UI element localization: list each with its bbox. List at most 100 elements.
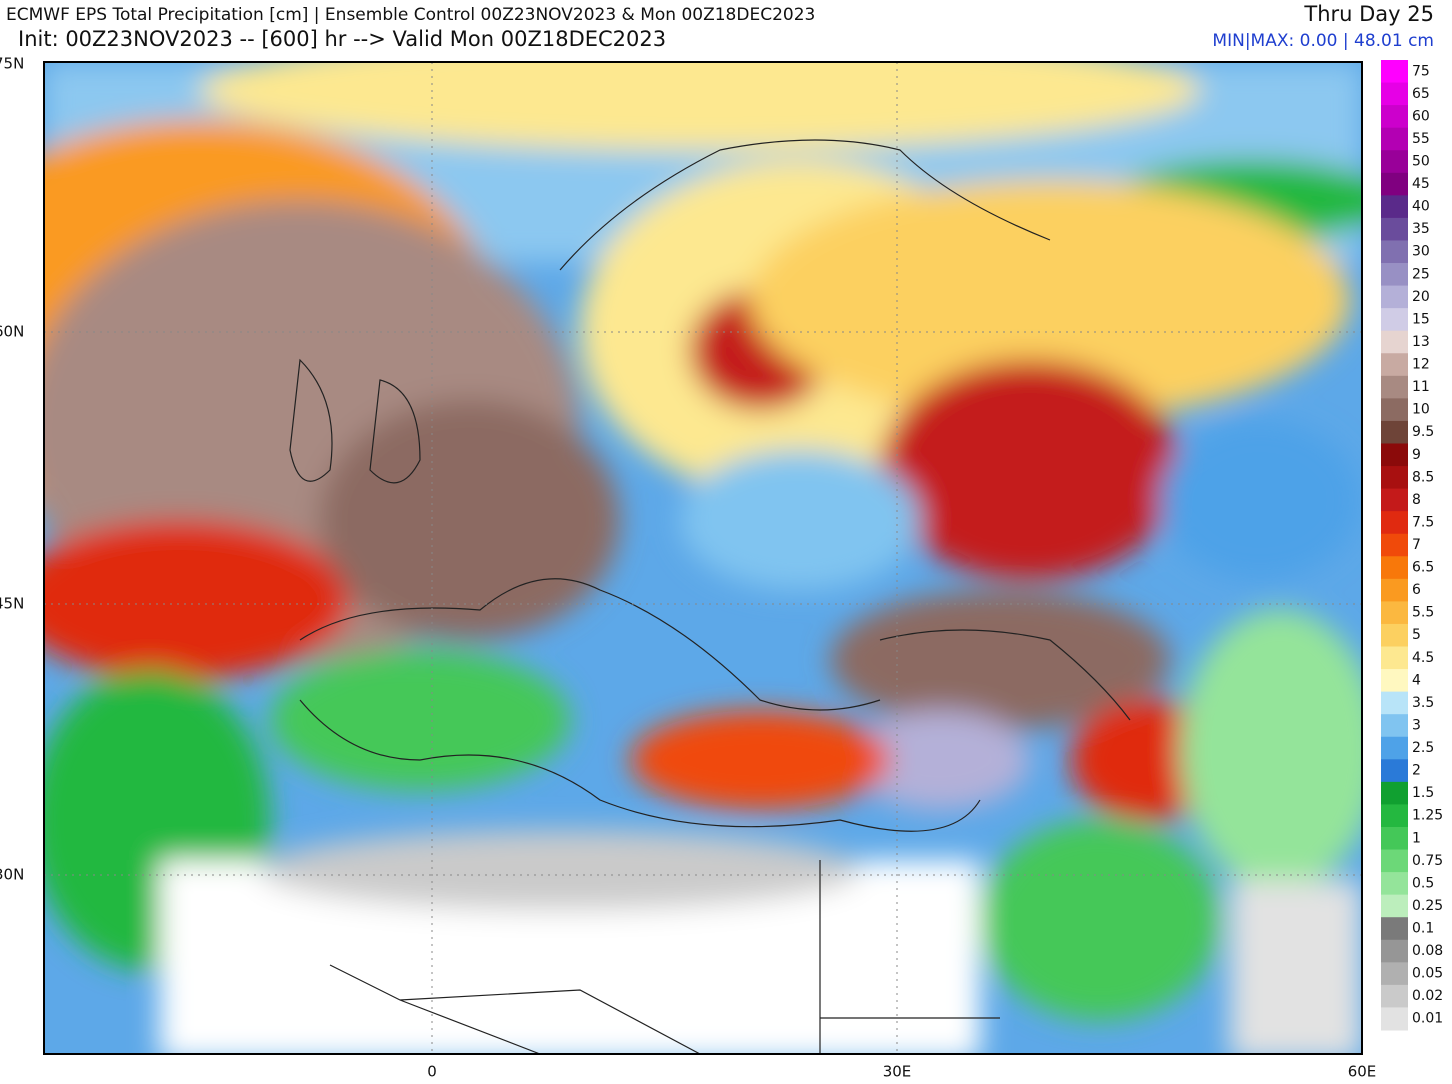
colorbar-swatch: [1381, 285, 1408, 309]
colorbar-swatch: [1381, 578, 1408, 602]
colorbar-label: 2.5: [1412, 740, 1434, 756]
colorbar-label: 3.5: [1412, 695, 1434, 711]
colorbar-swatch: [1381, 172, 1408, 196]
colorbar-label: 55: [1412, 131, 1430, 147]
precip-field: [44, 62, 1362, 1054]
colorbar-swatch: [1381, 398, 1408, 422]
colorbar-label: 13: [1412, 334, 1430, 350]
colorbar-swatch: [1381, 263, 1408, 287]
colorbar-label: 50: [1412, 154, 1430, 170]
colorbar-label: 0.25: [1412, 898, 1443, 914]
colorbar-swatch: [1381, 330, 1408, 354]
colorbar-swatch: [1381, 623, 1408, 648]
colorbar-label: 3: [1412, 717, 1421, 733]
colorbar-label: 45: [1412, 176, 1430, 192]
colorbar-label: 9.5: [1412, 424, 1434, 440]
colorbar-swatch: [1381, 150, 1408, 174]
colorbar-swatch: [1381, 556, 1408, 580]
colorbar-swatch: [1381, 804, 1408, 828]
colorbar-swatch: [1381, 60, 1408, 84]
colorbar-label: 0.05: [1412, 966, 1443, 982]
colorbar-swatch: [1381, 962, 1408, 986]
colorbar-swatch: [1381, 714, 1408, 738]
colorbar-swatch: [1381, 646, 1408, 670]
colorbar-swatch: [1381, 917, 1408, 941]
right-title: Thru Day 25: [1303, 2, 1434, 26]
colorbar-label: 0.02: [1412, 988, 1443, 1004]
colorbar-swatch: [1381, 691, 1408, 715]
lon-label: 30E: [883, 1063, 912, 1081]
colorbar-swatch: [1381, 533, 1408, 557]
colorbar-swatch: [1381, 511, 1408, 535]
colorbar-swatch: [1381, 939, 1408, 963]
colorbar-swatch: [1381, 217, 1408, 241]
coastlines: [289, 139, 1131, 1054]
colorbar-label: 0.08: [1412, 943, 1443, 959]
lat-label: 45N: [0, 595, 24, 613]
colorbar-label: 9: [1412, 447, 1421, 463]
title: ECMWF EPS Total Precipitation [cm] | Ens…: [6, 5, 815, 25]
colorbar-swatch: [1381, 759, 1408, 783]
colorbar-label: 65: [1412, 86, 1430, 102]
colorbar-swatch: [1381, 195, 1408, 219]
colorbar-label: 0.5: [1412, 875, 1434, 891]
lat-label: 75N: [0, 55, 24, 73]
colorbar-swatch: [1381, 669, 1408, 693]
lat-label: 30N: [0, 866, 24, 884]
colorbar-label: 75: [1412, 63, 1430, 79]
colorbar-label: 60: [1412, 108, 1430, 124]
lon-label: 60E: [1348, 1063, 1377, 1081]
colorbar-label: 11: [1412, 379, 1430, 395]
colorbar-label: 7.5: [1412, 514, 1434, 530]
colorbar-label: 10: [1412, 402, 1430, 418]
colorbar-swatch: [1381, 849, 1408, 873]
colorbar-label: 4.5: [1412, 650, 1434, 666]
colorbar-label: 25: [1412, 266, 1430, 282]
colorbar-swatch: [1381, 375, 1408, 399]
map-frame: [43, 61, 1363, 1055]
colorbar-swatch: [1381, 127, 1408, 151]
colorbar-label: 20: [1412, 289, 1430, 305]
colorbar-swatch: [1381, 1007, 1408, 1031]
colorbar-swatch: [1381, 781, 1408, 805]
map: [44, 62, 1362, 1054]
minmax: MIN|MAX: 0.00 | 48.01 cm: [1212, 31, 1434, 51]
colorbar-swatch: [1381, 466, 1408, 490]
colorbar-label: 0.75: [1412, 853, 1443, 869]
colorbar-swatch: [1381, 872, 1408, 896]
colorbar-label: 0.1: [1412, 920, 1434, 936]
colorbar-swatch: [1381, 601, 1408, 625]
colorbar-label: 6: [1412, 582, 1421, 598]
subtitle: Init: 00Z23NOV2023 -- [600] hr --> Valid…: [18, 27, 666, 51]
colorbar-label: 1.5: [1412, 785, 1434, 801]
colorbar-label: 6.5: [1412, 560, 1434, 576]
colorbar-swatch: [1381, 420, 1408, 444]
colorbar-swatch: [1381, 826, 1408, 851]
colorbar-swatch: [1381, 984, 1408, 1008]
colorbar-label: 1.25: [1412, 808, 1443, 824]
colorbar-label: 8: [1412, 492, 1421, 508]
colorbar-label: 0.01: [1412, 1011, 1443, 1027]
colorbar-label: 5.5: [1412, 605, 1434, 621]
colorbar-label: 8.5: [1412, 469, 1434, 485]
colorbar-swatch: [1381, 308, 1408, 332]
colorbar-label: 12: [1412, 357, 1430, 373]
colorbar-swatch: [1381, 736, 1408, 760]
colorbar-label: 35: [1412, 221, 1430, 237]
lat-label: 60N: [0, 323, 24, 341]
colorbar-label: 5: [1412, 627, 1421, 643]
colorbar-swatch: [1381, 894, 1408, 918]
colorbar-swatch: [1381, 443, 1408, 467]
graticule: [44, 62, 1362, 1054]
colorbar-label: 40: [1412, 199, 1430, 215]
colorbar-label: 4: [1412, 672, 1421, 688]
colorbar-swatch: [1381, 488, 1408, 512]
colorbar-label: 1: [1412, 830, 1421, 846]
colorbar-swatch: [1381, 105, 1408, 129]
colorbar-label: 15: [1412, 311, 1430, 327]
colorbar-label: 30: [1412, 244, 1430, 260]
lon-label: 0: [427, 1063, 437, 1081]
colorbar-label: 2: [1412, 763, 1421, 779]
colorbar-swatch: [1381, 82, 1408, 106]
